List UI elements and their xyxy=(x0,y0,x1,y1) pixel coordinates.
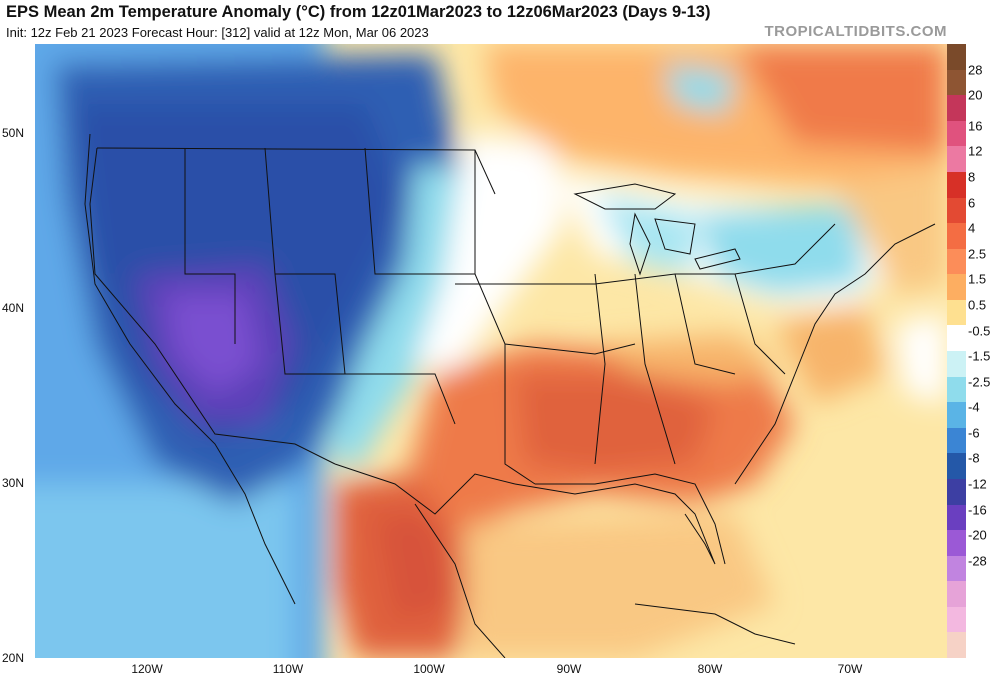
colorbar-tick-label: 8 xyxy=(968,169,976,185)
colorbar-swatch xyxy=(947,581,966,608)
colorbar-swatch xyxy=(947,325,966,352)
colorbar-swatch xyxy=(947,530,966,557)
colorbar-tick-label: 16 xyxy=(968,118,983,134)
lat-label-50n: 50N xyxy=(2,126,25,140)
colorbar-tick-label: 12 xyxy=(968,143,983,159)
lat-label-40n: 40N xyxy=(2,301,25,315)
lat-label-20n: 20N xyxy=(2,651,25,665)
colorbar-swatch xyxy=(947,171,966,198)
colorbar-swatch xyxy=(947,223,966,250)
lon-label-90w: 90W xyxy=(556,662,582,676)
colorbar-tick-label: -1.5 xyxy=(968,348,991,364)
colorbar-tick-label: -16 xyxy=(968,502,987,518)
colorbar-swatch xyxy=(947,69,966,96)
colorbar-swatch xyxy=(947,555,966,582)
colorbar-tick-label: -8 xyxy=(968,450,980,466)
colorbar-swatch xyxy=(947,197,966,224)
lon-label-100w: 100W xyxy=(413,662,445,676)
anomaly-field xyxy=(35,44,947,658)
temperature-anomaly-map xyxy=(35,44,947,658)
colorbar-swatch xyxy=(947,478,966,505)
colorbar-tick-label: -0.5 xyxy=(968,323,991,339)
map-title: EPS Mean 2m Temperature Anomaly (°C) fro… xyxy=(6,3,711,21)
colorbar-tick-label: 1.5 xyxy=(968,271,987,287)
colorbar-tick-label: 28 xyxy=(968,62,983,78)
colorbar-tick-label: -2.5 xyxy=(968,374,991,390)
brand-watermark[interactable]: TROPICALTIDBITS.COM xyxy=(764,23,947,40)
lon-label-80w: 80W xyxy=(697,662,723,676)
colorbar-tick-label: 0.5 xyxy=(968,297,987,313)
great-lakes xyxy=(573,183,741,276)
colorbar-tick-label: 20 xyxy=(968,87,983,103)
colorbar-swatch xyxy=(947,453,966,480)
map-canvas xyxy=(35,44,947,658)
colorbar-swatch xyxy=(947,427,966,454)
colorbar-swatch xyxy=(947,402,966,429)
borders xyxy=(89,147,836,565)
coastline xyxy=(84,133,936,658)
map-subtitle: Init: 12z Feb 21 2023 Forecast Hour: [31… xyxy=(6,25,429,40)
colorbar-tick-label: -4 xyxy=(968,399,980,415)
colorbar-tick-label: -12 xyxy=(968,476,987,492)
colorbar-swatch xyxy=(947,376,966,403)
colorbar-tick-label: 6 xyxy=(968,195,976,211)
colorbar-tick-label: -28 xyxy=(968,553,987,569)
colorbar-tick-label: -6 xyxy=(968,425,980,441)
colorbar-swatch xyxy=(947,351,966,378)
colorbar-swatch xyxy=(947,146,966,173)
colorbar-swatch xyxy=(947,299,966,326)
colorbar-swatch xyxy=(947,248,966,275)
lon-label-120w: 120W xyxy=(131,662,163,676)
colorbar-swatch xyxy=(947,120,966,147)
colorbar-swatch xyxy=(947,632,966,659)
colorbar-tick-label: 2.5 xyxy=(968,246,987,262)
colorbar-tick-label: -20 xyxy=(968,527,987,543)
colorbar-tick-label: 4 xyxy=(968,220,976,236)
colorbar-swatch xyxy=(947,44,966,71)
colorbar-swatch xyxy=(947,504,966,531)
colorbar-swatch xyxy=(947,274,966,301)
lon-label-110w: 110W xyxy=(272,662,304,676)
lon-label-70w: 70W xyxy=(837,662,863,676)
lat-label-30n: 30N xyxy=(2,476,25,490)
colorbar-swatch xyxy=(947,606,966,633)
colorbar xyxy=(947,44,966,659)
colorbar-swatch xyxy=(947,95,966,122)
